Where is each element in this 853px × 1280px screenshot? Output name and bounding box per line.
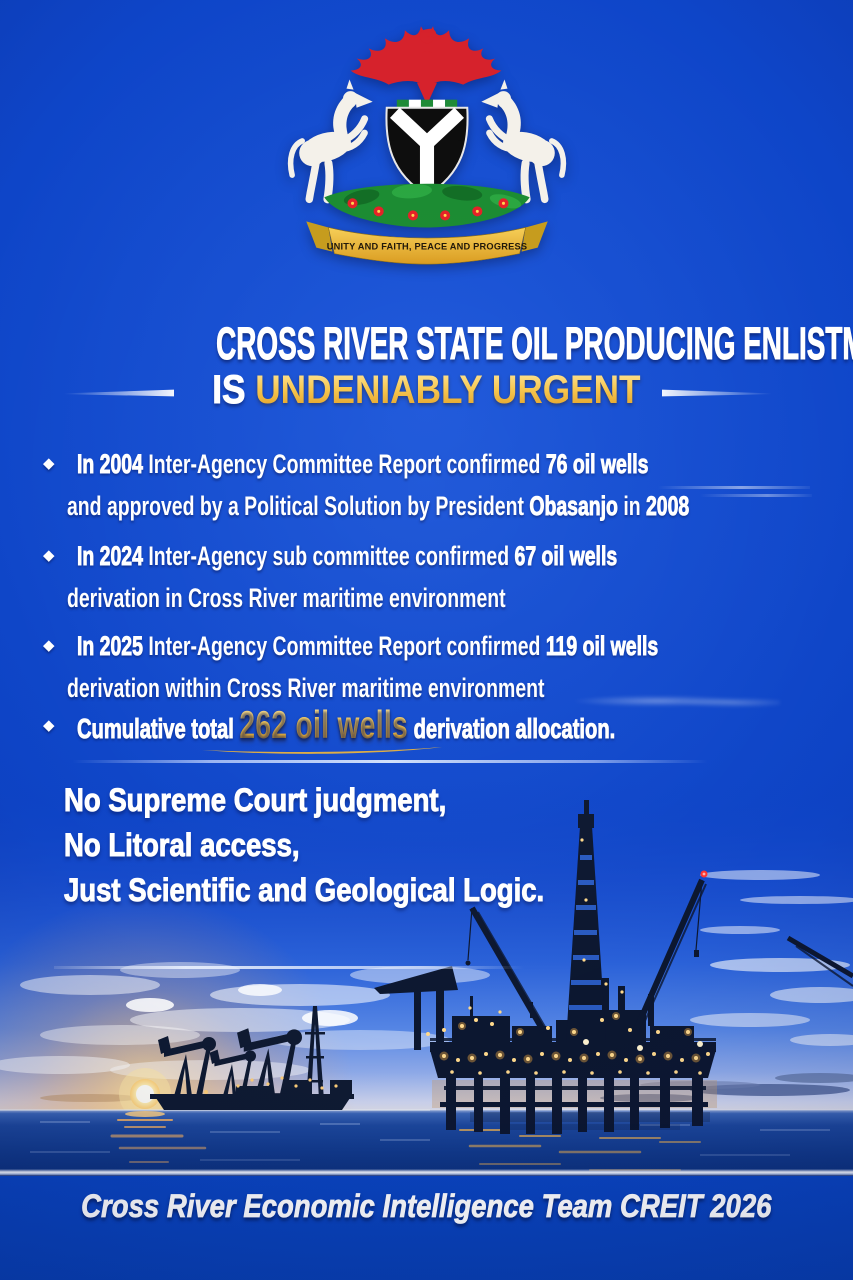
nigeria-coat-of-arms: UNITY AND FAITH, PEACE AND PROGRESS xyxy=(287,26,566,265)
bullet-line: In 2004 Inter-Agency Committee Report co… xyxy=(77,443,649,485)
poster-title: CROSS RIVER STATE OIL PRODUCING ENLISTME… xyxy=(0,317,853,370)
bullet-line: derivation within Cross River maritime e… xyxy=(67,667,633,709)
wreath-flowers xyxy=(347,198,509,221)
crane-hook xyxy=(694,950,699,957)
motto-ribbon: UNITY AND FAITH, PEACE AND PROGRESS xyxy=(305,221,548,265)
diamond-bullet-icon: ◆ xyxy=(43,717,55,734)
title-line1: CROSS RIVER STATE OIL PRODUCING ENLISTME… xyxy=(216,317,853,369)
bullet-line: and approved by a Political Solution by … xyxy=(67,485,690,527)
poster-subtitle: IS UNDENIABLY URGENT xyxy=(0,366,853,414)
horse-right-icon xyxy=(480,79,566,204)
footer-band xyxy=(0,1176,853,1280)
bullet-2024: ◆ In 2024 Inter-Agency sub committee con… xyxy=(0,535,853,619)
bullet-text: Cumulative total xyxy=(77,713,240,745)
torse xyxy=(396,99,457,109)
bullet-text: 2008 xyxy=(645,491,690,522)
section-divider-line xyxy=(72,760,708,763)
subtitle-highlight: UNDENIABLY URGENT xyxy=(255,368,641,412)
eagle-icon xyxy=(350,26,501,105)
sun-reflection xyxy=(110,1111,207,1163)
bullet-text: in xyxy=(617,491,646,521)
bullet-text: derivation in Cross River maritime envir… xyxy=(67,583,506,613)
derrick-mast-icon xyxy=(305,1006,325,1100)
oil-field-photo xyxy=(0,780,853,1180)
bullet-text: and approved by a Political Solution by … xyxy=(67,491,530,521)
statement-line: Just Scientific and Geological Logic. xyxy=(64,872,545,909)
bullet-text: 67 oil wells xyxy=(514,541,618,572)
diamond-bullet-icon: ◆ xyxy=(43,547,55,564)
bullet-line: Cumulative total 262 oil wells derivatio… xyxy=(77,700,636,755)
bullet-text: 76 oil wells xyxy=(545,449,649,480)
light-streak xyxy=(658,486,810,489)
bullet-text: In 2004 xyxy=(77,449,144,480)
horse-left-icon xyxy=(287,79,373,204)
bullet-text: In 2024 xyxy=(77,541,144,572)
diamond-bullet-icon: ◆ xyxy=(43,455,55,472)
subtitle-prefix: IS xyxy=(212,368,256,413)
shield-icon xyxy=(384,106,469,197)
footer-text: Cross River Economic Intelligence Team C… xyxy=(81,1188,772,1225)
bullet-text: Obasanjo xyxy=(529,491,618,522)
sunset-sun-icon xyxy=(119,1068,171,1120)
footer: Cross River Economic Intelligence Team C… xyxy=(0,1182,853,1230)
sea xyxy=(0,1110,853,1180)
cloud-wisp xyxy=(575,693,780,709)
decorative-dash-right xyxy=(662,389,772,397)
red-beacon-icon xyxy=(700,870,708,878)
bullet-2004: ◆ In 2004 Inter-Agency Committee Report … xyxy=(0,443,853,527)
bullet-text: derivation within Cross River maritime e… xyxy=(67,673,545,703)
light-streak xyxy=(700,494,812,497)
statement-line: No Litoral access, xyxy=(64,827,300,864)
barge-lights xyxy=(204,1076,338,1094)
bullet-text: 119 oil wells xyxy=(545,631,659,662)
bullet-text: Inter-Agency sub committee confirmed xyxy=(142,541,515,571)
platform-lights xyxy=(426,838,710,1075)
wreath xyxy=(323,183,530,228)
bullet-line: In 2024 Inter-Agency sub committee confi… xyxy=(77,535,636,577)
statement-block: No Supreme Court judgment, No Litoral ac… xyxy=(64,778,622,913)
cumulative-total-value: 262 oil wells xyxy=(239,704,408,747)
bullet-2025: ◆ In 2025 Inter-Agency Committee Report … xyxy=(0,625,853,709)
bullet-line: In 2025 Inter-Agency Committee Report co… xyxy=(77,625,659,667)
bullet-text: derivation allocation. xyxy=(407,713,616,745)
decorative-dash-left xyxy=(64,389,174,397)
crane-icon xyxy=(467,878,853,1034)
bullet-text: Inter-Agency Committee Report confirmed xyxy=(142,449,546,479)
statement-line: No Supreme Court judgment, xyxy=(64,782,447,819)
gold-underline-swoosh xyxy=(202,747,442,754)
motto-text: UNITY AND FAITH, PEACE AND PROGRESS xyxy=(326,242,526,252)
platform-reflection xyxy=(470,1112,710,1122)
statement-underline xyxy=(54,966,524,969)
offshore-platform-icon xyxy=(374,800,716,1134)
bullet-line: derivation in Cross River maritime envir… xyxy=(67,577,633,619)
derrick-lattice-gaps xyxy=(569,855,602,1010)
bullet-text: Inter-Agency Committee Report confirmed xyxy=(142,631,546,661)
bullet-text: In 2025 xyxy=(77,631,144,662)
diamond-bullet-icon: ◆ xyxy=(43,637,55,654)
bullet-cumulative: ◆ Cumulative total 262 oil wells derivat… xyxy=(0,700,853,755)
pumpjack-barge-silhouette xyxy=(150,1006,354,1110)
footer-separator-line xyxy=(0,1169,853,1176)
